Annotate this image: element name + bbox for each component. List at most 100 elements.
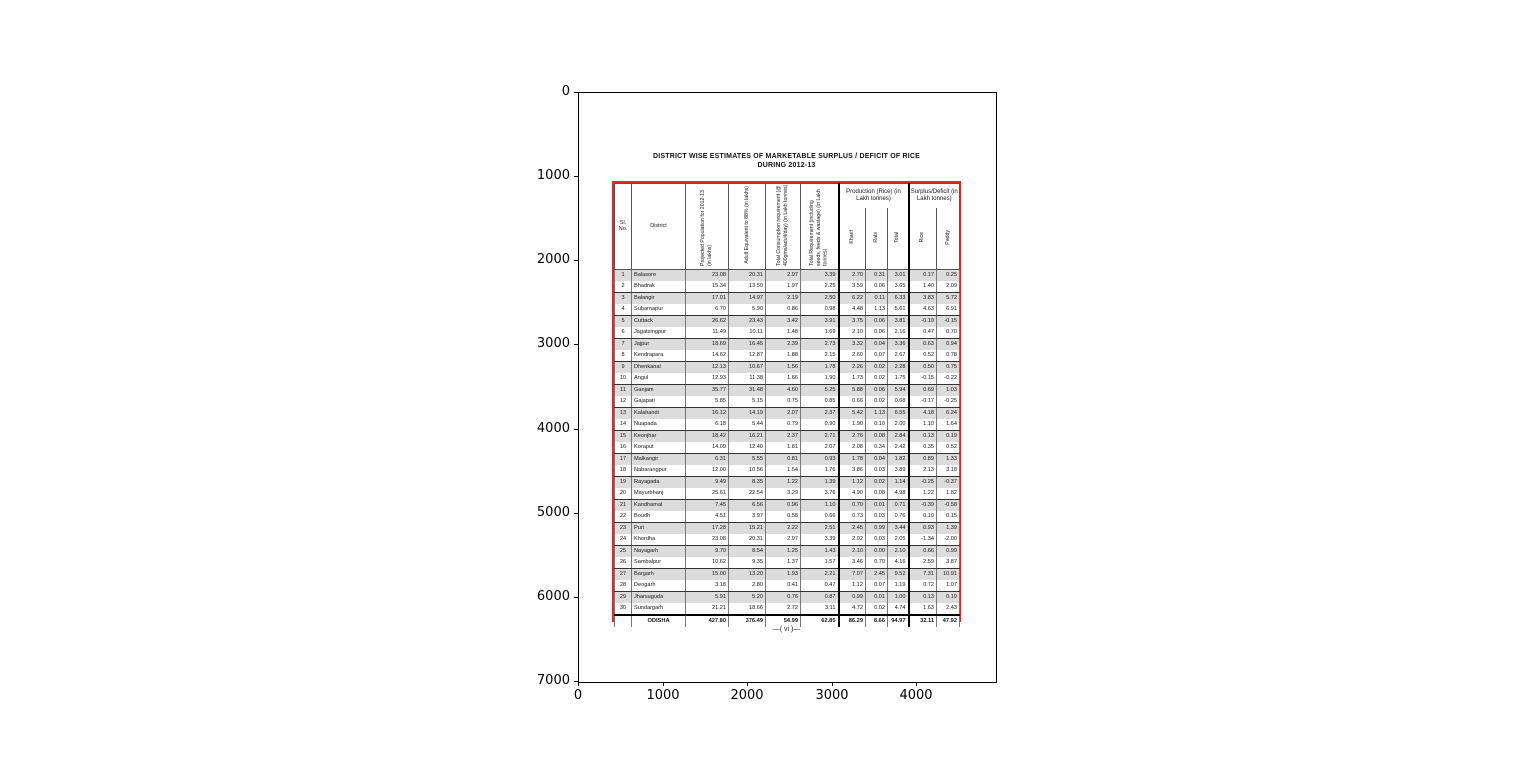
cell-kharif: 6.22 xyxy=(837,292,866,304)
table-row: 21 Kandhamal 7.45 6.56 0.96 1.10 0.70 0.… xyxy=(614,499,960,511)
cell-district: Kalahandi xyxy=(631,407,686,419)
cell-kharif: 3.86 xyxy=(837,464,866,477)
page-title-line1: DISTRICT WISE ESTIMATES OF MARKETABLE SU… xyxy=(652,153,921,160)
cell-surplus-paddy: 0.15 xyxy=(936,510,960,523)
cell-sl-no: 1 xyxy=(614,269,632,281)
table-row: 26 Sambalpur 10.62 9.35 1.37 1.57 3.46 0… xyxy=(614,556,960,569)
cell-adult-equivalent: 13.20 xyxy=(728,568,766,580)
cell-rabi: 0.06 xyxy=(865,280,888,293)
cell-sl-no: 3 xyxy=(614,292,632,304)
cell-sl-no: 30 xyxy=(614,602,632,615)
table-row: 1 Balasore 23.08 20.31 2.97 3.39 2.70 0.… xyxy=(614,269,960,281)
cell-requirement: 0.47 xyxy=(800,579,839,592)
cell-adult-equivalent: 10.11 xyxy=(728,326,766,339)
cell-kharif: 1.78 xyxy=(837,453,866,465)
cell-surplus-rice: 0.66 xyxy=(907,545,937,557)
cell-adult-equivalent: 16.45 xyxy=(728,338,766,350)
cell-kharif: 1.12 xyxy=(837,579,866,592)
cell-rabi: 0.01 xyxy=(865,591,888,603)
cell-consumption: 0.41 xyxy=(765,579,801,592)
table-row: 24 Khordha 23.08 20.31 2.97 3.39 2.02 0.… xyxy=(614,533,960,546)
cell-population: 23.08 xyxy=(685,533,729,546)
cell-kharif: 0.70 xyxy=(837,499,866,511)
cell-requirement: 2.50 xyxy=(800,292,839,304)
cell-adult-equivalent: 16.21 xyxy=(728,430,766,442)
cell-district: Kendrapara xyxy=(631,349,686,362)
cell-surplus-paddy: 1.33 xyxy=(936,453,960,465)
cell-surplus-paddy: 0.19 xyxy=(936,591,960,603)
cell-requirement: 1.90 xyxy=(800,372,839,385)
cell-population: 3.18 xyxy=(685,579,729,592)
cell-sl-no: 5 xyxy=(614,315,632,327)
cell-adult-equivalent: 5.15 xyxy=(728,395,766,408)
cell-sl-no: 10 xyxy=(614,372,632,385)
cell-surplus-paddy: -2.00 xyxy=(936,533,960,546)
cell-consumption: 0.75 xyxy=(765,395,801,408)
cell-total-production: 3.44 xyxy=(887,522,909,534)
cell-sl-no: 26 xyxy=(614,556,632,569)
cell-surplus-rice: -0.10 xyxy=(907,315,937,327)
cell-surplus-paddy: -0.25 xyxy=(936,395,960,408)
col-header-sl-no: Sl. No. xyxy=(614,183,632,270)
cell-surplus-rice: 0.13 xyxy=(907,591,937,603)
y-axis-tick-label: 1000 xyxy=(536,168,570,183)
col-header-rabi: Rabi xyxy=(865,208,888,270)
table-row: 3 Balangir 17.01 14.97 2.19 2.50 6.22 0.… xyxy=(614,292,960,304)
cell-total-production: 1.00 xyxy=(887,591,909,603)
cell-total-production: 94.97 xyxy=(887,613,909,627)
cell-sl-no: 23 xyxy=(614,522,632,534)
cell-population: 14.62 xyxy=(685,349,729,362)
cell-adult-equivalent: 8.35 xyxy=(728,476,766,488)
cell-adult-equivalent: 10.56 xyxy=(728,464,766,477)
cell-surplus-paddy: 2.09 xyxy=(936,280,960,293)
cell-adult-equivalent: 15.21 xyxy=(728,522,766,534)
cell-requirement: 2.15 xyxy=(800,349,839,362)
cell-rabi: 0.08 xyxy=(865,487,888,500)
cell-consumption: 2.97 xyxy=(765,533,801,546)
cell-kharif: 0.99 xyxy=(837,591,866,603)
cell-sl-no: 27 xyxy=(614,568,632,580)
cell-consumption: 1.22 xyxy=(765,476,801,488)
cell-requirement: 5.25 xyxy=(800,384,839,396)
cell-sl-no: 14 xyxy=(614,418,632,431)
table-row: 16 Koraput 14.09 12.40 1.81 2.07 2.08 0.… xyxy=(614,441,960,454)
cell-sl-no: 29 xyxy=(614,591,632,603)
cell-population: 427.80 xyxy=(685,613,729,627)
cell-sl-no: 7 xyxy=(614,338,632,350)
cell-district: Nabarangpur xyxy=(631,464,686,477)
cell-district: Sundargarh xyxy=(631,602,686,615)
cell-kharif: 5.88 xyxy=(837,384,866,396)
cell-district: ODISHA xyxy=(631,613,686,627)
cell-surplus-rice: 0.47 xyxy=(907,326,937,339)
cell-total-production: 1.14 xyxy=(887,476,909,488)
cell-rabi: 0.03 xyxy=(865,533,888,546)
cell-rabi: 0.03 xyxy=(865,464,888,477)
cell-surplus-paddy: 1.07 xyxy=(936,579,960,592)
cell-adult-equivalent: 14.97 xyxy=(728,292,766,304)
cell-population: 7.45 xyxy=(685,499,729,511)
cell-population: 17.01 xyxy=(685,292,729,304)
cell-surplus-rice: 32.11 xyxy=(907,613,937,627)
cell-rabi: 0.11 xyxy=(865,292,888,304)
col-header-consumption: Total Consumption requirement (@ 400gms/… xyxy=(765,183,801,270)
cell-surplus-rice: 3.83 xyxy=(907,292,937,304)
cell-consumption: 4.60 xyxy=(765,384,801,396)
page-title: DISTRICT WISE ESTIMATES OF MARKETABLE SU… xyxy=(578,152,995,170)
cell-district: Deogarh xyxy=(631,579,686,592)
cell-district: Sambalpur xyxy=(631,556,686,569)
cell-surplus-paddy: 0.78 xyxy=(936,349,960,362)
cell-requirement: 2.37 xyxy=(800,407,839,419)
cell-surplus-rice: -0.15 xyxy=(907,372,937,385)
cell-kharif: 4.90 xyxy=(837,487,866,500)
cell-district: Jharsuguda xyxy=(631,591,686,603)
cell-surplus-rice: -1.34 xyxy=(907,533,937,546)
cell-total-production: 6.55 xyxy=(887,407,909,419)
cell-total-production: 4.16 xyxy=(887,556,909,569)
cell-total-production: 3.89 xyxy=(887,464,909,477)
col-header-adult-equivalent: Adult Equivalent to 88% (in lakhs) xyxy=(728,183,766,270)
cell-surplus-paddy: 3.87 xyxy=(936,556,960,569)
table-row: 19 Rayagada 9.49 8.35 1.22 1.39 1.12 0.0… xyxy=(614,476,960,488)
cell-population: 23.08 xyxy=(685,269,729,281)
col-header-district: District xyxy=(631,183,686,270)
